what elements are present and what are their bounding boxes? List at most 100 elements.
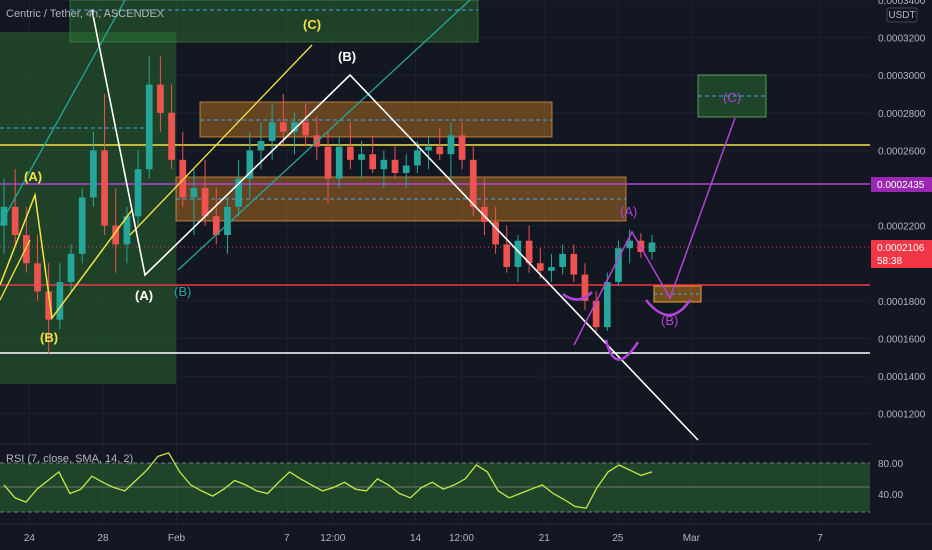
price-tick-label: 0.0003000 — [878, 71, 926, 82]
price-tick-label: 0.0001400 — [878, 372, 926, 383]
candle-body — [458, 135, 466, 160]
channel-line-left-lower — [0, 239, 31, 301]
candle-body — [268, 122, 276, 142]
candle-body — [548, 267, 555, 271]
candle-body — [626, 240, 634, 249]
purple-arc-2 — [604, 339, 640, 361]
price-tick-label: 0.0001600 — [878, 334, 926, 345]
purple-arc-1 — [562, 291, 593, 301]
candle-body — [358, 154, 365, 160]
candle-body — [56, 282, 64, 320]
rsi-line — [3, 452, 653, 509]
time-tick-label: 7 — [817, 533, 823, 544]
rsi-tick-upper: 80.00 — [878, 459, 903, 470]
time-axis[interactable]: 24 28 Feb 7 12:00 14 12:00 21 25 Mar 7 — [0, 523, 932, 544]
rsi-pane[interactable]: RSI (7, close, SMA, 14, 2) — [0, 443, 932, 513]
candle-body — [503, 244, 511, 268]
price-axis-background — [870, 0, 932, 550]
candle-body — [402, 165, 410, 173]
candle-body — [436, 146, 444, 155]
white-wave-path — [91, 9, 699, 441]
wave-labels: (A) (B) (C) (A) (B) (B) (A) (B) (C) — [24, 17, 741, 345]
wave-label-white-a: (A) — [135, 288, 153, 303]
wave-label-purple-b: (B) — [661, 313, 678, 328]
time-tick-label: 12:00 — [449, 533, 474, 544]
trend-lines — [0, 0, 736, 441]
time-tick-label: 21 — [539, 533, 551, 544]
candle-body — [414, 150, 421, 166]
teal-channel-line — [177, 0, 471, 271]
price-tick-label: 0.0003200 — [878, 34, 926, 45]
rsi-tick-lower: 40.00 — [878, 490, 903, 501]
candle-body — [11, 206, 19, 236]
rsi-indicator-label[interactable]: RSI (7, close, SMA, 14, 2) — [6, 453, 133, 465]
price-tick-label: 0.0002800 — [878, 109, 926, 120]
candle-body — [101, 150, 108, 226]
wave-label-yellow-a: (A) — [24, 169, 42, 184]
candle-body — [34, 263, 41, 292]
time-tick-label: 28 — [97, 533, 109, 544]
candle-body — [112, 225, 120, 245]
candle-body — [45, 291, 53, 320]
time-tick-label: 25 — [612, 533, 624, 544]
candle-body — [369, 154, 377, 170]
candle-body — [134, 169, 142, 217]
price-tick-label: 0.0002600 — [878, 146, 926, 157]
chart-title: Centric / Tether, 4h, ASCENDEX — [6, 8, 165, 20]
candle-body — [447, 135, 455, 155]
price-tick-label: 0.0001800 — [878, 297, 926, 308]
candle-body — [0, 206, 8, 226]
wave-label-purple-a: (A) — [620, 204, 637, 219]
currency-label: USDT — [888, 10, 915, 21]
candle-body — [67, 253, 75, 283]
wave-label-purple-c: (C) — [723, 90, 741, 105]
purple-level-tag: 0.0002435 — [871, 177, 932, 192]
candle-body — [324, 146, 332, 179]
candle-body — [90, 150, 97, 198]
candle-body — [514, 240, 522, 268]
candle-body — [78, 197, 86, 254]
candle-body — [123, 216, 131, 245]
candle-body — [279, 122, 287, 132]
time-tick-label: Feb — [168, 533, 186, 544]
yellow-channel-upper — [129, 44, 313, 236]
candle-body — [201, 188, 209, 217]
candle-body — [346, 146, 354, 160]
price-tick-label: 0.0002200 — [878, 222, 926, 233]
currency-badge[interactable] — [886, 7, 918, 23]
current-price-tag-box — [871, 240, 932, 268]
candle-body — [603, 282, 611, 328]
candle-body — [257, 141, 265, 151]
candle-body — [570, 253, 578, 275]
time-tick-label: Mar — [683, 533, 701, 544]
price-axis[interactable]: 0.0003400 0.0003200 0.0003000 0.0002800 0.00… — [870, 0, 932, 550]
time-ticks: 24 28 Feb 7 12:00 14 12:00 21 25 Mar 7 — [24, 533, 823, 544]
candle-body — [235, 178, 242, 207]
candle-body — [536, 263, 544, 271]
candle-body — [246, 150, 254, 179]
yellow-wave-path — [0, 192, 133, 320]
candle-body — [592, 300, 600, 328]
channel-line-left-upper — [0, 0, 126, 226]
candle-body — [145, 84, 153, 170]
candle-body — [481, 206, 488, 222]
candles — [0, 56, 656, 354]
candle-body — [302, 122, 310, 136]
green-zone-top — [69, 0, 479, 43]
candle-body — [168, 112, 175, 160]
candle-body — [335, 146, 343, 179]
current-price-tag-text: 0.0002106 — [877, 243, 925, 254]
time-tick-label: 7 — [284, 533, 290, 544]
current-price-tag: 0.0002106 58:38 — [871, 240, 932, 268]
price-tick-label: 0.0003400 — [878, 0, 926, 7]
candle-body — [291, 122, 298, 132]
candle-body — [391, 159, 399, 173]
candle-countdown: 58:38 — [877, 256, 902, 267]
time-tick-label: 12:00 — [320, 533, 345, 544]
rsi-axis-ticks: 80.00 40.00 — [878, 459, 903, 501]
wave-label-white-b: (B) — [338, 49, 356, 64]
candle-body — [525, 240, 533, 264]
candle-body — [648, 242, 656, 252]
